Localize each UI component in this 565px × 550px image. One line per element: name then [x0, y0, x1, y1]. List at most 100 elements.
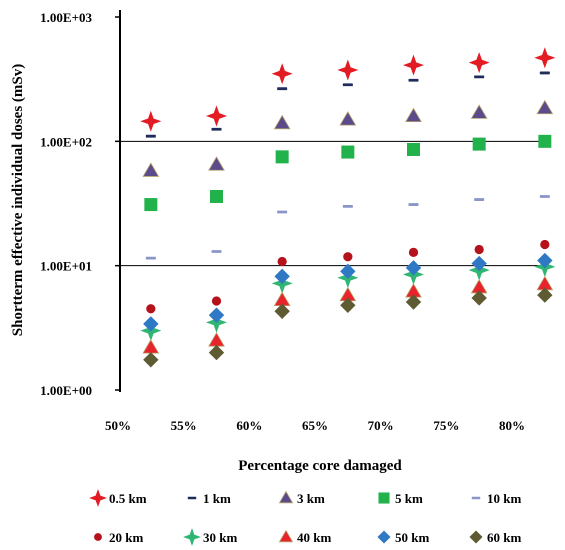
series-20-km — [146, 239, 550, 314]
data-point — [208, 344, 225, 361]
series-50-km — [143, 252, 553, 332]
x-tick-label: 50% — [105, 418, 131, 433]
data-point — [540, 239, 550, 250]
data-point — [474, 244, 484, 255]
data-point — [146, 304, 156, 314]
legend-label: 30 km — [203, 530, 237, 545]
legend-item: 40 km — [278, 529, 331, 545]
data-point — [405, 294, 422, 310]
data-point — [142, 339, 160, 354]
data-point — [471, 290, 487, 306]
data-point — [206, 105, 227, 127]
data-point — [208, 156, 225, 171]
data-point — [277, 256, 287, 267]
y-tick-label: 1.00E+00 — [40, 383, 92, 398]
legend-marker — [89, 489, 107, 507]
x-tick-label: 55% — [171, 418, 197, 433]
series-0-5-km — [140, 47, 556, 132]
data-point — [277, 210, 288, 214]
data-point — [470, 104, 488, 119]
data-point — [211, 250, 222, 253]
data-point — [537, 252, 553, 269]
x-tick-label: 70% — [368, 418, 394, 433]
x-tick-label: 60% — [236, 418, 262, 433]
data-point — [143, 316, 159, 332]
data-point — [408, 247, 419, 257]
x-tick-label: 80% — [499, 418, 525, 433]
data-point — [474, 75, 485, 79]
data-point — [536, 99, 554, 115]
legend-label: 0.5 km — [109, 491, 147, 506]
gridlines — [120, 140, 540, 267]
data-point — [468, 52, 490, 74]
legend-label: 40 km — [297, 530, 331, 545]
legend-item: 1 km — [187, 491, 231, 506]
legend-item: 20 km — [94, 530, 143, 545]
data-point — [274, 303, 290, 319]
x-tick-label: 75% — [433, 418, 459, 433]
data-point — [145, 256, 156, 260]
legend-marker — [183, 528, 201, 546]
data-point — [145, 134, 156, 138]
series-40-km — [142, 275, 554, 354]
legend-label: 5 km — [395, 491, 423, 506]
y-tick-label: 1.00E+03 — [40, 10, 92, 25]
legend-label: 10 km — [487, 491, 521, 506]
data-point — [211, 296, 222, 306]
data-point — [208, 332, 225, 347]
data-point — [403, 54, 424, 76]
data-point — [211, 127, 222, 131]
series-60-km — [143, 287, 553, 368]
series-1-km — [145, 71, 550, 138]
legend-item: 60 km — [469, 530, 521, 545]
data-point — [273, 114, 291, 130]
data-point — [474, 198, 485, 201]
legend-label: 50 km — [395, 530, 429, 545]
data-point — [142, 162, 160, 177]
y-tick-label: 1.00E+01 — [40, 259, 92, 274]
x-tick-label: 65% — [302, 418, 328, 433]
data-point — [275, 150, 289, 164]
legend-marker — [471, 496, 481, 500]
legend-label: 20 km — [109, 530, 143, 545]
y-tick-labels: 1.00E+00 1.00E+01 1.00E+02 1.00E+03 — [40, 10, 120, 398]
data-point — [340, 263, 356, 280]
data-point — [342, 204, 353, 208]
legend-item: 3 km — [278, 490, 325, 506]
legend-item: 0.5 km — [89, 489, 147, 507]
data-point — [471, 255, 487, 272]
x-axis-title: Percentage core damaged — [238, 458, 402, 474]
legend-item: 50 km — [377, 530, 429, 545]
data-point — [472, 137, 486, 151]
data-point — [539, 195, 550, 198]
y-tick-label: 1.00E+02 — [40, 134, 92, 149]
data-point — [144, 198, 158, 212]
data-point — [405, 260, 422, 276]
data-point — [277, 87, 288, 91]
series-10-km — [145, 195, 550, 260]
data-point — [140, 110, 162, 132]
data-point — [208, 307, 225, 323]
data-points — [140, 47, 556, 368]
legend: 0.5 km 1 km 3 km 5 km 10 km 20 km 30 km 40 km 50… — [89, 489, 521, 546]
legend-label: 60 km — [487, 530, 521, 545]
y-axis-title: Shortterm effective individual doses (mS… — [10, 64, 26, 336]
legend-marker — [278, 490, 294, 504]
data-point — [274, 268, 290, 285]
legend-label: 1 km — [203, 491, 231, 506]
legend-marker — [187, 496, 197, 500]
data-point — [340, 297, 356, 313]
legend-label: 3 km — [297, 491, 325, 506]
data-point — [341, 145, 355, 159]
series-5-km — [144, 134, 552, 212]
data-point — [408, 203, 419, 206]
legend-marker — [377, 530, 391, 544]
x-tick-labels: 50% 55% 60% 65% 70% 75% 80% — [105, 418, 525, 433]
legend-item: 5 km — [378, 491, 423, 506]
data-point — [537, 287, 553, 303]
data-point — [337, 59, 359, 81]
legend-item: 10 km — [471, 491, 521, 506]
series-3-km — [142, 99, 554, 177]
legend-marker — [278, 529, 294, 543]
